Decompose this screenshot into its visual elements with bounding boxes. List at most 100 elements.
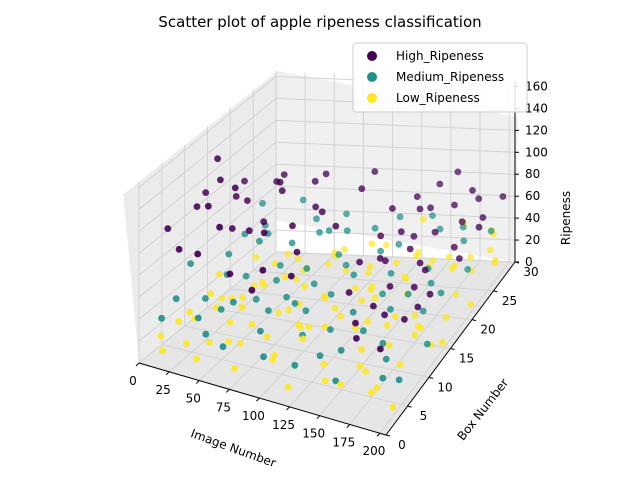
- data-point: [207, 290, 215, 298]
- data-point: [337, 346, 345, 354]
- z-tick-label: 0: [525, 255, 533, 269]
- data-point: [332, 377, 340, 385]
- data-point: [193, 355, 200, 363]
- data-point: [331, 304, 339, 312]
- data-point: [382, 355, 390, 363]
- data-point: [245, 227, 253, 235]
- x-axis-label: Image Number: [189, 426, 278, 470]
- data-point: [345, 289, 353, 296]
- data-point: [312, 203, 320, 211]
- grid-line-z: [138, 207, 277, 320]
- data-point: [316, 228, 323, 236]
- data-point: [321, 294, 329, 302]
- data-point: [226, 270, 234, 278]
- data-point: [263, 333, 271, 341]
- data-point: [214, 155, 222, 163]
- grid-line-z: [275, 141, 516, 153]
- data-point: [416, 205, 424, 213]
- data-point: [239, 294, 247, 301]
- data-point: [452, 291, 460, 298]
- x-tick-label: 125: [272, 418, 295, 432]
- data-point: [219, 343, 227, 351]
- data-point: [450, 243, 458, 251]
- data-point: [381, 257, 389, 265]
- data-point: [194, 250, 202, 258]
- z-tick-label: 80: [525, 167, 540, 181]
- data-point: [401, 273, 408, 281]
- data-point: [212, 304, 220, 311]
- grid-line-z: [138, 229, 277, 342]
- data-point: [193, 203, 201, 211]
- data-point: [288, 239, 296, 247]
- data-point: [352, 284, 359, 292]
- data-point: [349, 308, 357, 316]
- data-point: [368, 282, 376, 290]
- data-point: [182, 339, 190, 347]
- data-point: [352, 319, 359, 327]
- data-point: [371, 224, 379, 232]
- data-point: [487, 246, 494, 254]
- z-tick-label: 140: [525, 101, 548, 115]
- x-tick-label: 150: [302, 427, 325, 441]
- grid-line-z: [138, 119, 277, 232]
- data-point: [411, 331, 419, 339]
- data-point: [276, 178, 284, 186]
- data-point: [321, 323, 329, 331]
- data-point: [301, 283, 309, 290]
- z-tick-label: 20: [525, 233, 540, 247]
- data-point: [416, 259, 424, 267]
- data-point: [360, 327, 367, 335]
- y-tick-label: 10: [437, 380, 452, 394]
- data-point: [299, 335, 307, 343]
- data-point: [295, 321, 303, 329]
- data-point: [202, 295, 209, 302]
- data-point: [313, 215, 320, 223]
- data-point: [231, 365, 239, 372]
- data-point: [456, 255, 463, 262]
- data-point: [275, 309, 282, 317]
- data-point: [343, 210, 350, 218]
- legend-label-medium: Medium_Ripeness: [396, 70, 504, 84]
- data-point: [370, 302, 377, 310]
- y-tick-mark: [493, 290, 498, 293]
- x-tick-mark: [256, 397, 260, 402]
- legend: High_Ripeness Medium_Ripeness Low_Ripene…: [352, 42, 528, 113]
- data-point: [377, 232, 385, 240]
- grid-line-z: [275, 229, 516, 241]
- data-point: [202, 330, 210, 338]
- data-point: [376, 255, 384, 262]
- data-point: [202, 189, 210, 197]
- z-tick-label: 60: [525, 189, 540, 203]
- data-point: [417, 324, 425, 332]
- data-point: [454, 168, 462, 176]
- x-tick-label: 50: [186, 392, 201, 406]
- data-point: [218, 294, 226, 302]
- y-axis-label: Box Number: [454, 376, 511, 443]
- data-point: [232, 193, 240, 200]
- data-point: [216, 223, 224, 231]
- data-point: [469, 187, 476, 194]
- x-tick-mark: [195, 380, 200, 384]
- data-point: [367, 389, 375, 397]
- data-point: [252, 253, 260, 261]
- data-point: [362, 368, 369, 375]
- y-tick-mark: [428, 376, 434, 379]
- data-point: [385, 341, 393, 349]
- grid-line-z: [138, 163, 277, 276]
- data-point: [411, 312, 419, 319]
- data-point: [382, 241, 390, 249]
- data-point: [342, 261, 350, 269]
- data-point: [395, 376, 403, 384]
- data-point: [215, 270, 223, 278]
- data-point: [459, 223, 467, 231]
- data-point: [427, 204, 434, 212]
- data-point: [458, 218, 466, 226]
- x-tick-mark: [165, 371, 170, 376]
- data-point: [320, 360, 328, 368]
- data-point: [241, 177, 248, 185]
- data-point: [413, 252, 421, 260]
- data-point: [421, 266, 429, 274]
- data-point: [260, 353, 267, 361]
- data-point: [475, 223, 483, 231]
- x-tick-label: 200: [363, 444, 386, 458]
